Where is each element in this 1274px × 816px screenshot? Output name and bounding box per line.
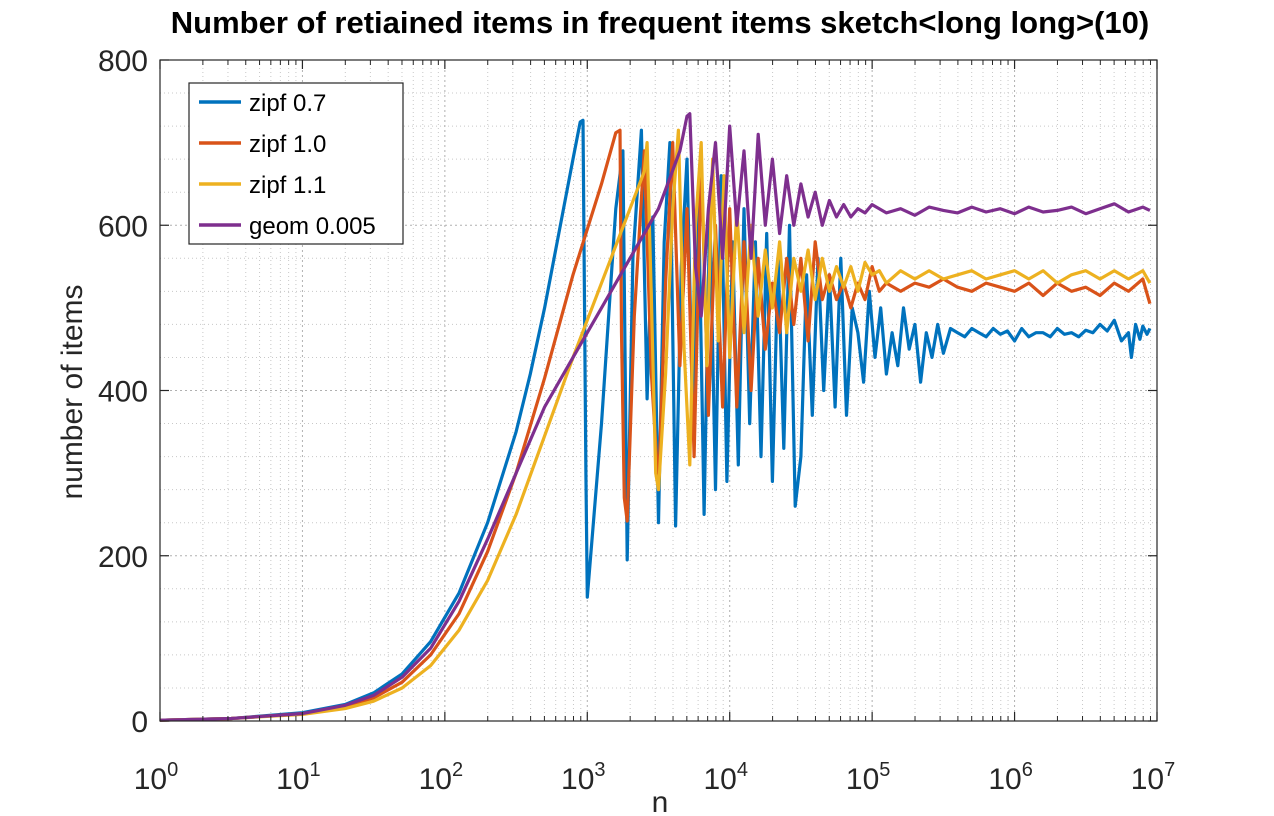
y-tick-label: 200 [98, 541, 148, 574]
x-tick-label: 101 [276, 759, 321, 796]
x-tick-label: 105 [846, 759, 891, 796]
x-tick-label: 104 [703, 759, 748, 796]
axes [159, 59, 1158, 722]
tick-labels: 0 200 400 600 800 100 101 102 103 104 105 106 107 [98, 45, 1175, 796]
x-tick-label: 106 [988, 759, 1033, 796]
legend-label: zipf 1.1 [249, 172, 326, 199]
y-tick-label: 0 [131, 706, 148, 739]
series-line-zipf-1-1 [159, 128, 1152, 722]
x-tick-label: 107 [1131, 759, 1176, 796]
chart-title: Number of retiained items in frequent it… [171, 5, 1149, 40]
legend-box [188, 82, 404, 245]
x-tick-label: 103 [561, 759, 606, 796]
legend: zipf 0.7 zipf 1.0 zipf 1.1 geom 0.005 [188, 82, 404, 245]
y-tick-label: 400 [98, 376, 148, 409]
legend-label: zipf 1.0 [249, 131, 326, 158]
x-tick-label: 100 [134, 759, 179, 796]
x-tick-label: 102 [419, 759, 464, 796]
series-lines [159, 112, 1152, 722]
legend-label: zipf 0.7 [249, 90, 326, 117]
x-axis-label: n [652, 786, 669, 816]
legend-label: geom 0.005 [249, 213, 376, 240]
y-tick-label: 800 [98, 45, 148, 78]
series-line-geom-0-005 [159, 112, 1151, 722]
y-tick-label: 600 [98, 210, 148, 243]
y-axis-label: number of items [56, 284, 89, 499]
series-line-zipf-1-0 [159, 128, 1152, 722]
